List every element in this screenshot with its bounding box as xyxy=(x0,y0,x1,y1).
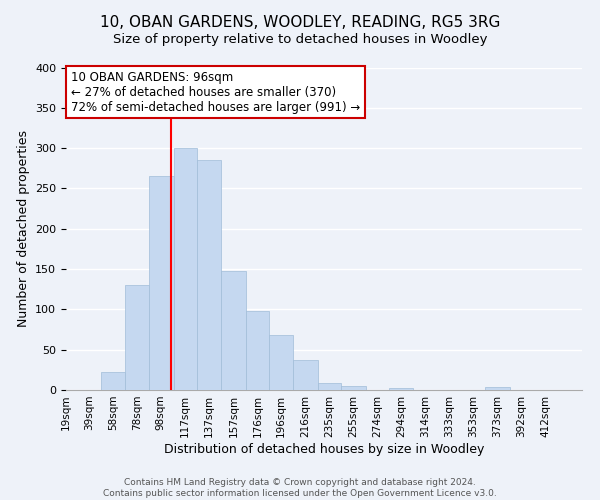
Bar xyxy=(221,272,246,390)
Bar xyxy=(318,382,341,390)
Bar xyxy=(485,387,510,390)
Bar xyxy=(197,160,221,390)
Text: Size of property relative to detached houses in Woodley: Size of property relative to detached ho… xyxy=(113,32,487,46)
Text: Contains HM Land Registry data © Crown copyright and database right 2024.
Contai: Contains HM Land Registry data © Crown c… xyxy=(103,478,497,498)
Bar xyxy=(341,386,365,390)
Bar xyxy=(101,372,125,390)
X-axis label: Distribution of detached houses by size in Woodley: Distribution of detached houses by size … xyxy=(164,442,484,456)
Bar xyxy=(125,285,149,390)
Bar xyxy=(149,176,173,390)
Bar xyxy=(293,360,318,390)
Bar xyxy=(173,148,197,390)
Text: 10, OBAN GARDENS, WOODLEY, READING, RG5 3RG: 10, OBAN GARDENS, WOODLEY, READING, RG5 … xyxy=(100,15,500,30)
Bar xyxy=(246,311,269,390)
Text: 10 OBAN GARDENS: 96sqm
← 27% of detached houses are smaller (370)
72% of semi-de: 10 OBAN GARDENS: 96sqm ← 27% of detached… xyxy=(71,70,361,114)
Y-axis label: Number of detached properties: Number of detached properties xyxy=(17,130,29,327)
Bar xyxy=(389,388,413,390)
Bar xyxy=(269,335,293,390)
